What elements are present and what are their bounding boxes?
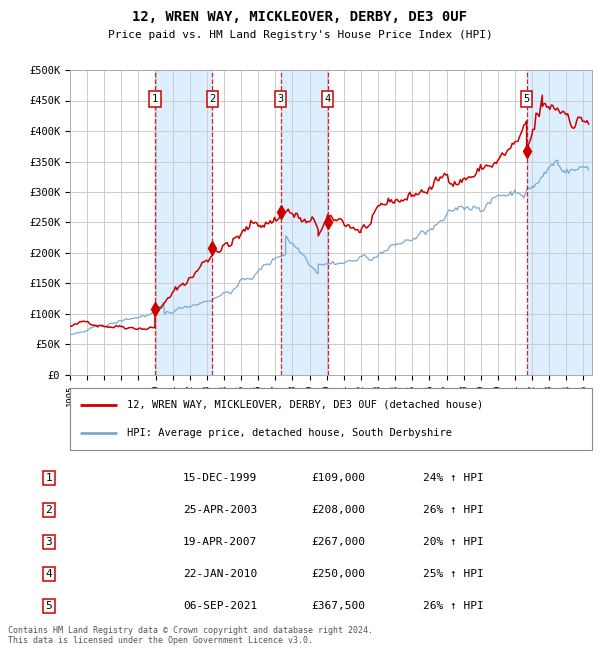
Text: 3: 3 (46, 537, 52, 547)
Text: 1: 1 (46, 473, 52, 483)
Bar (281, 70, 328, 375)
Text: 2: 2 (46, 505, 52, 515)
Bar (527, 70, 592, 375)
Text: 5: 5 (46, 601, 52, 611)
Text: £267,000: £267,000 (311, 537, 365, 547)
Bar (155, 70, 212, 375)
Text: 25% ↑ HPI: 25% ↑ HPI (422, 569, 484, 579)
Text: 3: 3 (277, 94, 284, 104)
Text: £109,000: £109,000 (311, 473, 365, 483)
Text: Contains HM Land Registry data © Crown copyright and database right 2024.
This d: Contains HM Land Registry data © Crown c… (8, 626, 373, 645)
Text: 12, WREN WAY, MICKLEOVER, DERBY, DE3 0UF: 12, WREN WAY, MICKLEOVER, DERBY, DE3 0UF (133, 10, 467, 24)
Text: 20% ↑ HPI: 20% ↑ HPI (422, 537, 484, 547)
Text: 26% ↑ HPI: 26% ↑ HPI (422, 505, 484, 515)
Text: £367,500: £367,500 (311, 601, 365, 611)
Text: 2: 2 (209, 94, 215, 104)
Text: 12, WREN WAY, MICKLEOVER, DERBY, DE3 0UF (detached house): 12, WREN WAY, MICKLEOVER, DERBY, DE3 0UF… (127, 400, 484, 410)
Text: 1: 1 (152, 94, 158, 104)
Text: 19-APR-2007: 19-APR-2007 (183, 537, 257, 547)
Text: 24% ↑ HPI: 24% ↑ HPI (422, 473, 484, 483)
Text: 15-DEC-1999: 15-DEC-1999 (183, 473, 257, 483)
Text: Price paid vs. HM Land Registry's House Price Index (HPI): Price paid vs. HM Land Registry's House … (107, 30, 493, 40)
Text: 06-SEP-2021: 06-SEP-2021 (183, 601, 257, 611)
Text: £208,000: £208,000 (311, 505, 365, 515)
Text: 22-JAN-2010: 22-JAN-2010 (183, 569, 257, 579)
Text: 5: 5 (523, 94, 530, 104)
Text: £250,000: £250,000 (311, 569, 365, 579)
Text: 25-APR-2003: 25-APR-2003 (183, 505, 257, 515)
Text: HPI: Average price, detached house, South Derbyshire: HPI: Average price, detached house, Sout… (127, 428, 452, 438)
Text: 4: 4 (325, 94, 331, 104)
Text: 26% ↑ HPI: 26% ↑ HPI (422, 601, 484, 611)
Text: 4: 4 (46, 569, 52, 579)
